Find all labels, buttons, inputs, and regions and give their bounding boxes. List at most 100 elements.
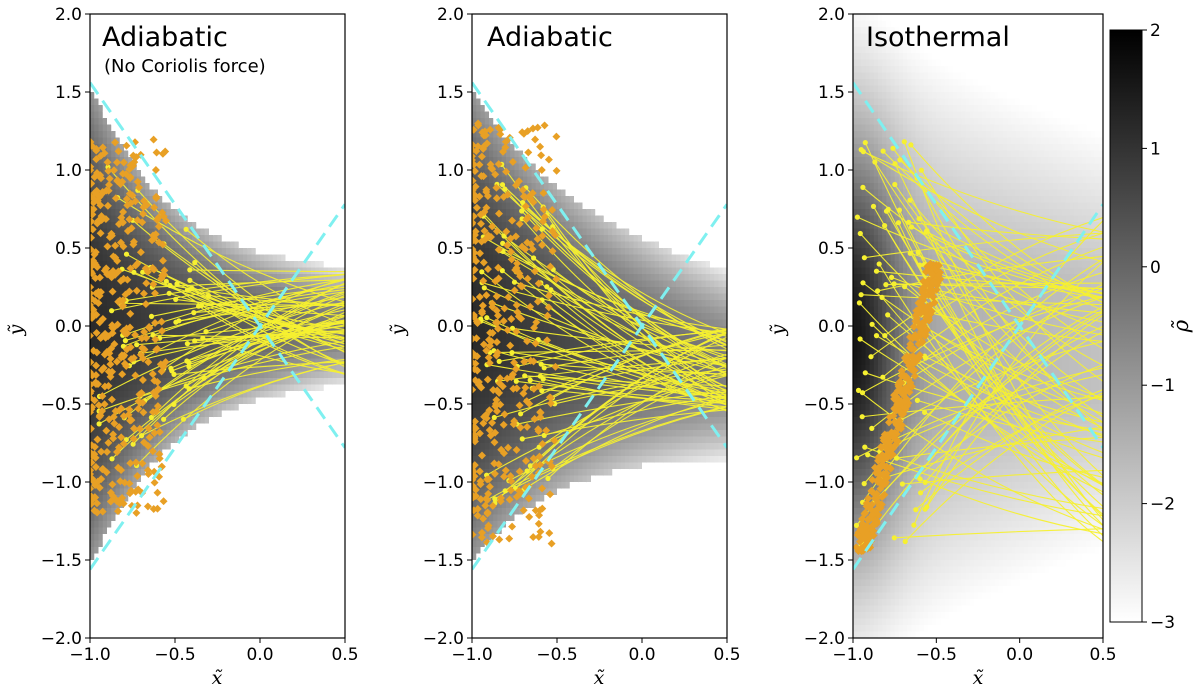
density-cell [196,46,202,54]
density-cell [90,66,95,74]
density-cell [277,631,282,638]
density-cell [187,261,193,269]
density-cell [183,66,189,74]
density-cell [243,228,248,236]
density-cell [136,599,142,607]
density-cell [149,397,155,405]
density-cell [136,345,142,353]
density-cell [272,98,278,106]
density-cell [230,605,236,613]
density-cell [204,527,210,535]
density-cell [285,72,291,80]
density-cell [115,417,121,425]
density-cell [200,423,206,431]
density-cell [94,612,100,620]
density-cell [238,449,244,457]
density-cell [183,365,189,373]
density-cell [183,92,189,100]
density-cell [209,131,214,139]
density-cell [149,605,155,613]
density-cell [306,495,312,503]
density-cell [264,319,270,327]
density-cell [251,365,257,373]
density-cell [115,534,121,542]
density-cell [238,495,244,503]
density-cell [187,527,193,535]
density-cell [243,105,248,113]
density-cell [306,53,312,61]
density-cell [260,131,265,139]
density-cell [187,612,193,620]
density-cell [128,248,134,256]
density-cell [247,495,253,503]
density-cell [145,72,151,80]
density-cell [209,586,214,594]
density-cell [234,33,240,41]
density-cell [217,40,223,48]
density-cell [213,527,219,535]
density-cell [260,482,265,490]
density-cell [170,92,176,100]
density-cell [102,300,108,308]
density-cell [302,618,308,626]
density-cell [94,85,100,93]
density-cell [226,397,231,405]
density-cell [132,586,138,594]
density-cell [128,319,134,327]
density-cell [192,352,197,360]
density-cell [149,345,155,353]
density-cell [132,631,138,638]
density-cell [179,449,185,457]
density-cell [268,27,274,35]
density-cell [294,618,299,626]
density-cell [213,59,219,67]
density-cell [141,53,146,61]
density-cell [221,267,227,275]
density-cell [238,625,244,633]
density-cell [221,111,227,119]
density-cell [221,449,227,457]
density-cell [294,235,299,243]
density-cell [213,618,219,626]
density-cell [213,202,219,210]
density-cell [90,118,95,126]
density-cell [132,521,138,529]
density-cell [175,423,180,431]
density-cell [238,573,244,581]
density-cell [294,20,299,28]
density-cell [221,573,227,581]
density-cell [149,488,155,496]
density-cell [281,436,287,444]
density-cell [153,579,159,587]
density-cell [200,345,206,353]
density-cell [90,85,95,93]
density-cell [272,144,278,152]
density-cell [294,202,299,210]
density-cell [166,339,172,347]
density-cell [187,27,193,35]
density-cell [217,105,223,113]
density-cell [149,105,155,113]
density-cell [158,495,163,503]
density-cell [247,462,253,470]
density-cell [187,209,193,217]
density-cell [115,274,121,282]
density-cell [255,469,261,477]
density-cell [158,20,163,28]
density-cell [230,430,236,438]
density-cell [119,150,125,158]
density-cell [238,72,244,80]
density-cell [204,430,210,438]
density-cell [243,521,248,529]
density-cell [221,540,227,548]
density-cell [145,241,151,249]
density-cell [268,514,274,522]
density-cell [302,430,308,438]
density-cell [166,553,172,561]
density-cell [90,59,95,67]
density-cell [272,79,278,87]
density-cell [128,131,134,139]
density-cell [285,124,291,132]
density-cell [226,137,231,145]
density-cell [115,553,121,561]
